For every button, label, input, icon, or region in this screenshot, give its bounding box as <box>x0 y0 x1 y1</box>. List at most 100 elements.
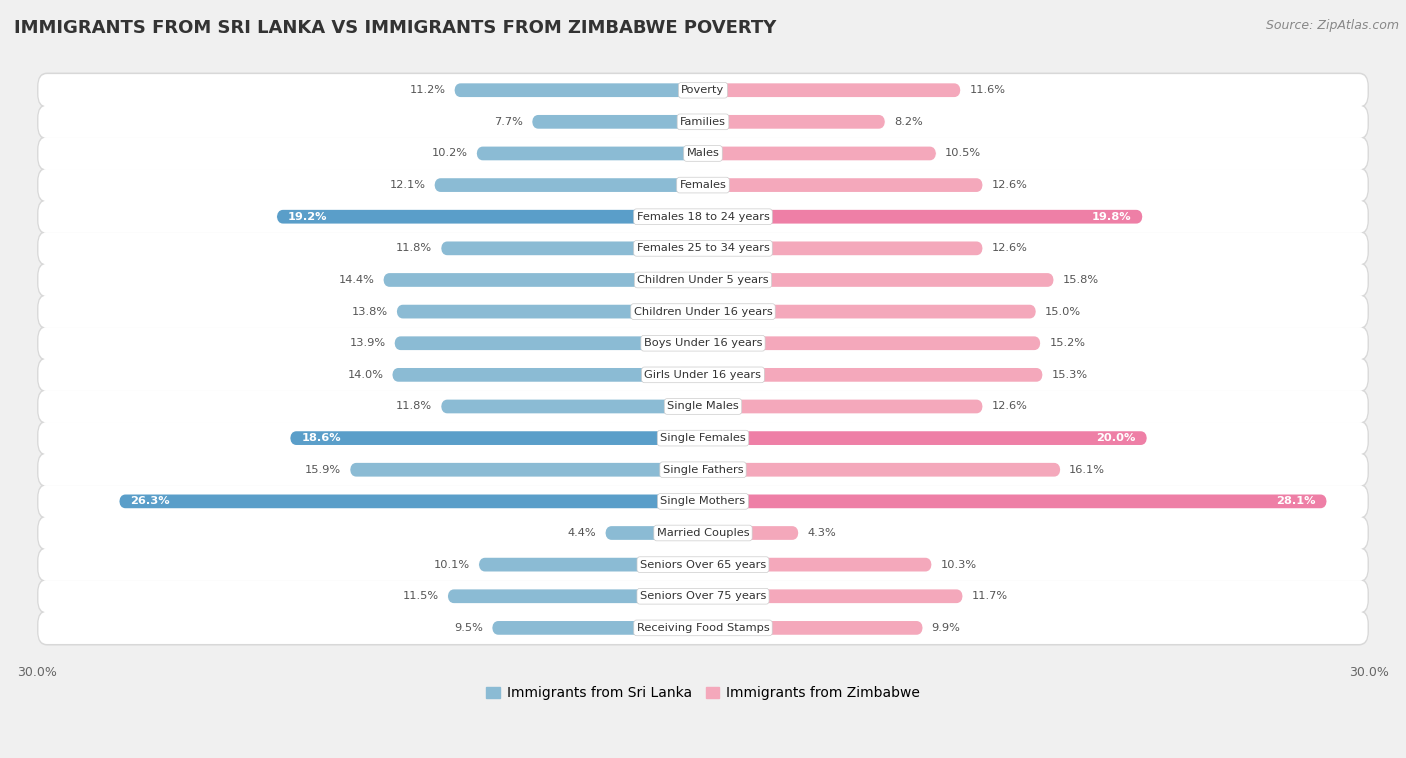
Text: 20.0%: 20.0% <box>1097 433 1136 443</box>
FancyBboxPatch shape <box>703 368 1043 382</box>
FancyBboxPatch shape <box>447 590 703 603</box>
FancyBboxPatch shape <box>703 526 799 540</box>
FancyBboxPatch shape <box>38 137 1368 170</box>
FancyBboxPatch shape <box>38 454 1368 486</box>
Text: Poverty: Poverty <box>682 85 724 96</box>
FancyBboxPatch shape <box>38 264 1368 296</box>
FancyBboxPatch shape <box>479 558 703 572</box>
Text: 28.1%: 28.1% <box>1277 496 1316 506</box>
Text: 4.3%: 4.3% <box>807 528 837 538</box>
Text: 16.1%: 16.1% <box>1069 465 1105 475</box>
Text: 11.8%: 11.8% <box>396 243 432 253</box>
Text: Females 25 to 34 years: Females 25 to 34 years <box>637 243 769 253</box>
FancyBboxPatch shape <box>350 463 703 477</box>
FancyBboxPatch shape <box>290 431 703 445</box>
Text: 11.2%: 11.2% <box>409 85 446 96</box>
Text: 18.6%: 18.6% <box>301 433 340 443</box>
FancyBboxPatch shape <box>38 201 1368 233</box>
Text: 10.5%: 10.5% <box>945 149 981 158</box>
FancyBboxPatch shape <box>37 168 1369 202</box>
FancyBboxPatch shape <box>396 305 703 318</box>
Text: Females 18 to 24 years: Females 18 to 24 years <box>637 211 769 221</box>
FancyBboxPatch shape <box>606 526 703 540</box>
Text: 26.3%: 26.3% <box>131 496 170 506</box>
Text: 15.8%: 15.8% <box>1063 275 1098 285</box>
Text: 12.1%: 12.1% <box>389 180 426 190</box>
FancyBboxPatch shape <box>37 421 1369 456</box>
Text: 15.3%: 15.3% <box>1052 370 1088 380</box>
Text: 14.4%: 14.4% <box>339 275 374 285</box>
FancyBboxPatch shape <box>392 368 703 382</box>
Text: 15.9%: 15.9% <box>305 465 342 475</box>
FancyBboxPatch shape <box>703 242 983 255</box>
FancyBboxPatch shape <box>703 146 936 161</box>
FancyBboxPatch shape <box>38 612 1368 644</box>
FancyBboxPatch shape <box>38 359 1368 391</box>
FancyBboxPatch shape <box>703 210 1143 224</box>
FancyBboxPatch shape <box>37 136 1369 171</box>
FancyBboxPatch shape <box>38 232 1368 265</box>
FancyBboxPatch shape <box>37 484 1369 519</box>
Text: 14.0%: 14.0% <box>347 370 384 380</box>
FancyBboxPatch shape <box>38 485 1368 518</box>
Text: Children Under 5 years: Children Under 5 years <box>637 275 769 285</box>
FancyBboxPatch shape <box>703 494 1327 508</box>
Text: 7.7%: 7.7% <box>495 117 523 127</box>
Text: IMMIGRANTS FROM SRI LANKA VS IMMIGRANTS FROM ZIMBABWE POVERTY: IMMIGRANTS FROM SRI LANKA VS IMMIGRANTS … <box>14 19 776 37</box>
Text: Receiving Food Stamps: Receiving Food Stamps <box>637 623 769 633</box>
Text: 9.5%: 9.5% <box>454 623 484 633</box>
FancyBboxPatch shape <box>395 337 703 350</box>
FancyBboxPatch shape <box>703 178 983 192</box>
Text: 11.5%: 11.5% <box>402 591 439 601</box>
FancyBboxPatch shape <box>38 517 1368 549</box>
Text: Single Males: Single Males <box>666 402 740 412</box>
Text: 19.2%: 19.2% <box>288 211 328 221</box>
FancyBboxPatch shape <box>454 83 703 97</box>
Text: 10.2%: 10.2% <box>432 149 468 158</box>
Text: 11.7%: 11.7% <box>972 591 1008 601</box>
FancyBboxPatch shape <box>703 115 884 129</box>
FancyBboxPatch shape <box>37 515 1369 550</box>
FancyBboxPatch shape <box>38 296 1368 327</box>
Text: Boys Under 16 years: Boys Under 16 years <box>644 338 762 348</box>
FancyBboxPatch shape <box>703 558 932 572</box>
FancyBboxPatch shape <box>38 390 1368 422</box>
FancyBboxPatch shape <box>37 357 1369 393</box>
Text: Seniors Over 75 years: Seniors Over 75 years <box>640 591 766 601</box>
FancyBboxPatch shape <box>37 547 1369 582</box>
FancyBboxPatch shape <box>38 74 1368 106</box>
FancyBboxPatch shape <box>441 242 703 255</box>
Text: Source: ZipAtlas.com: Source: ZipAtlas.com <box>1265 19 1399 32</box>
Legend: Immigrants from Sri Lanka, Immigrants from Zimbabwe: Immigrants from Sri Lanka, Immigrants fr… <box>481 681 925 706</box>
FancyBboxPatch shape <box>703 463 1060 477</box>
FancyBboxPatch shape <box>37 452 1369 487</box>
FancyBboxPatch shape <box>492 621 703 634</box>
FancyBboxPatch shape <box>434 178 703 192</box>
FancyBboxPatch shape <box>37 262 1369 298</box>
Text: Single Females: Single Females <box>661 433 745 443</box>
FancyBboxPatch shape <box>703 337 1040 350</box>
FancyBboxPatch shape <box>120 494 703 508</box>
Text: 11.8%: 11.8% <box>396 402 432 412</box>
FancyBboxPatch shape <box>703 590 963 603</box>
FancyBboxPatch shape <box>38 422 1368 454</box>
FancyBboxPatch shape <box>703 399 983 413</box>
FancyBboxPatch shape <box>703 273 1053 287</box>
Text: 9.9%: 9.9% <box>932 623 960 633</box>
Text: 13.8%: 13.8% <box>352 306 388 317</box>
FancyBboxPatch shape <box>384 273 703 287</box>
Text: Seniors Over 65 years: Seniors Over 65 years <box>640 559 766 569</box>
Text: 10.3%: 10.3% <box>941 559 977 569</box>
Text: Families: Families <box>681 117 725 127</box>
FancyBboxPatch shape <box>703 305 1036 318</box>
Text: 4.4%: 4.4% <box>568 528 596 538</box>
FancyBboxPatch shape <box>703 621 922 634</box>
FancyBboxPatch shape <box>38 580 1368 612</box>
Text: Single Mothers: Single Mothers <box>661 496 745 506</box>
FancyBboxPatch shape <box>37 294 1369 329</box>
FancyBboxPatch shape <box>37 230 1369 266</box>
Text: 10.1%: 10.1% <box>434 559 470 569</box>
Text: 13.9%: 13.9% <box>350 338 385 348</box>
Text: Children Under 16 years: Children Under 16 years <box>634 306 772 317</box>
FancyBboxPatch shape <box>441 399 703 413</box>
